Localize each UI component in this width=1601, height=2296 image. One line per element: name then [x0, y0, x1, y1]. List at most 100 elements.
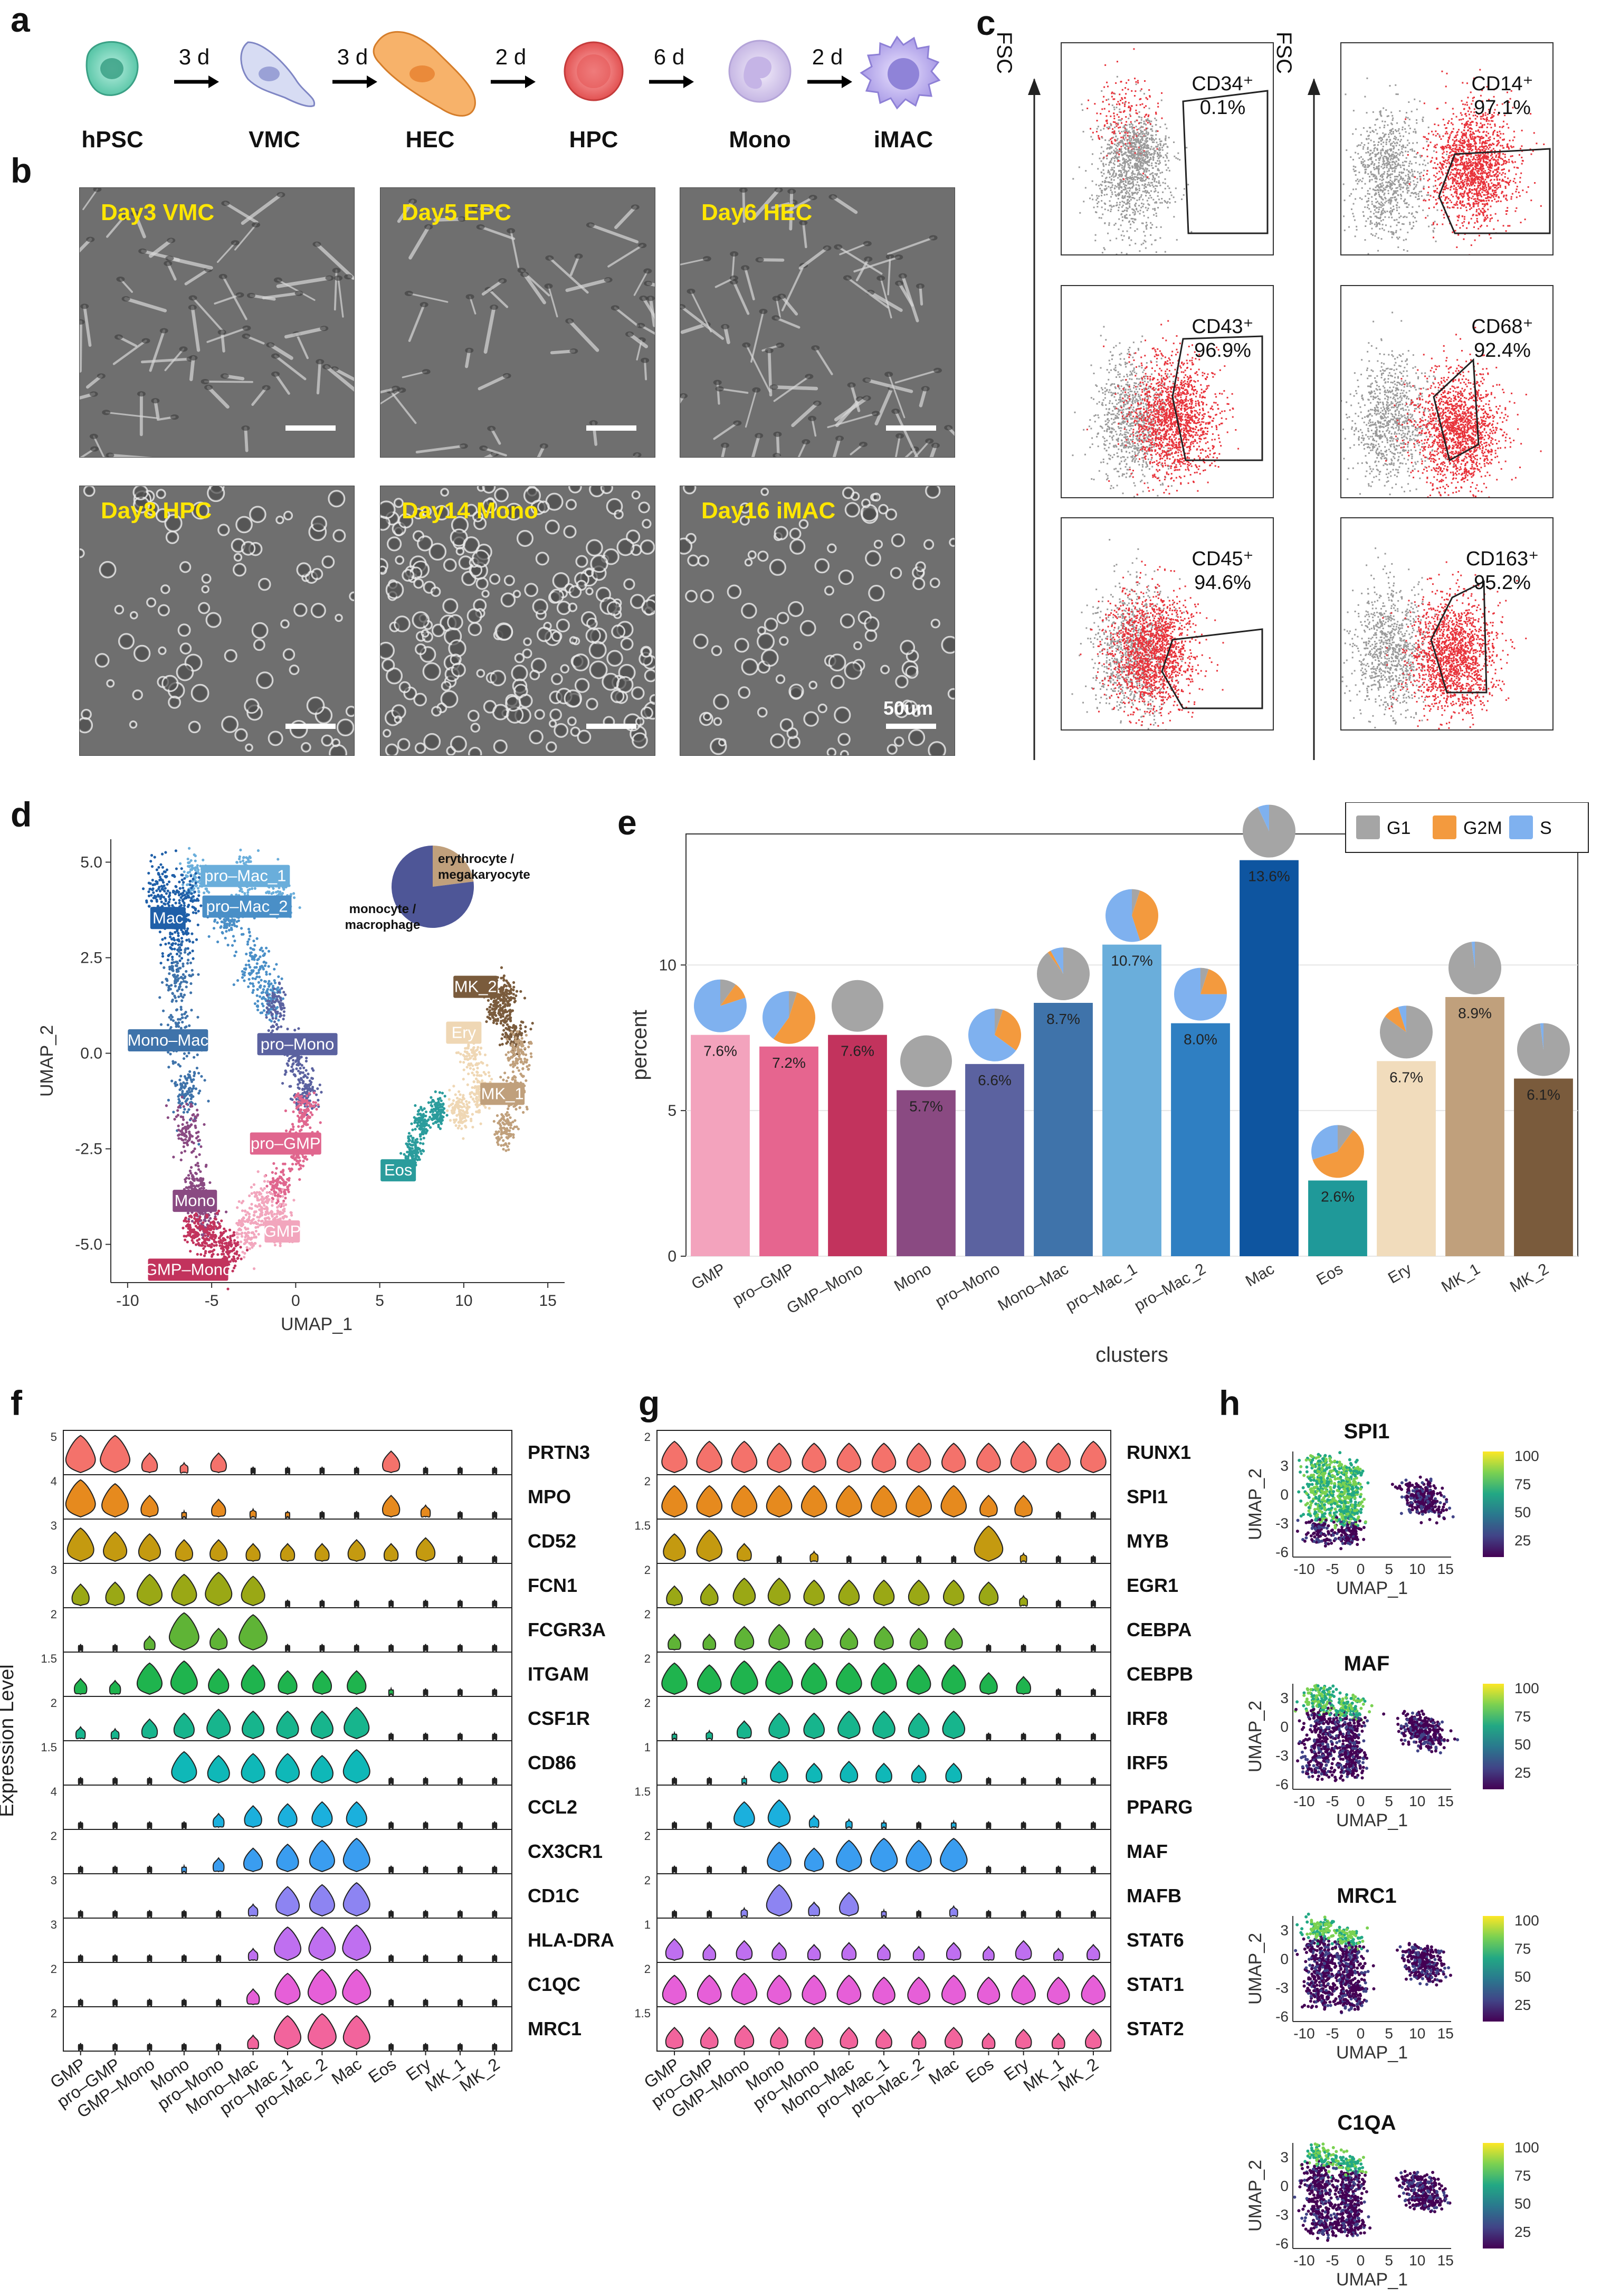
- colorbar-tick: 25: [1514, 1997, 1531, 2013]
- cluster-label: GMP: [264, 1220, 301, 1242]
- feature-xtick: 5: [1385, 2025, 1393, 2042]
- bar-value-label: 7.2%: [772, 1055, 806, 1071]
- violin-STAT2: [701, 2027, 718, 2049]
- violin-CX3CR1: [113, 1866, 117, 1873]
- violin-ITGAM: [242, 1665, 265, 1695]
- violin-SPI1: [941, 1486, 966, 1517]
- violin-CEBPA: [668, 1634, 681, 1650]
- violin-CD52: [281, 1544, 294, 1561]
- violin-MAFB: [741, 1908, 747, 1917]
- violin-ymax-tick: 1.5: [634, 1785, 651, 1798]
- violin-category-label: Eos: [962, 2054, 997, 2086]
- umap-xtick: -5: [205, 1292, 219, 1310]
- stage-label-imac: iMAC: [840, 127, 967, 153]
- violin-HLA-DRA: [182, 1955, 186, 1962]
- violin-CEBPA: [703, 1634, 716, 1650]
- violin-MRC1: [247, 2035, 259, 2049]
- violin-IRF5: [1091, 1777, 1095, 1785]
- violin-IRF8: [672, 1733, 677, 1740]
- violin-EGR1: [838, 1580, 859, 1606]
- violin-MPO: [421, 1505, 431, 1517]
- violin-SPI1: [1056, 1511, 1061, 1519]
- feature-ytick: 3: [1280, 1690, 1289, 1706]
- violin-RUNX1: [1046, 1444, 1070, 1473]
- violin-FCGR3A: [113, 1644, 117, 1652]
- violin-SPI1: [732, 1486, 757, 1517]
- flow-percent-label: 0.1%: [1183, 96, 1262, 120]
- violin-ymax-tick: 2: [644, 1563, 651, 1577]
- violin-STAT6: [947, 1943, 961, 1960]
- violin-ymax-tick: 2: [51, 1608, 57, 1621]
- violin-category-label: MK_2: [1055, 2054, 1102, 2095]
- feature-xtick: -10: [1293, 2252, 1314, 2269]
- violin-MAF: [742, 1866, 746, 1873]
- violin-FCGR3A: [169, 1613, 199, 1650]
- violin-CD52: [103, 1532, 127, 1562]
- micrograph-title: Day16 iMAC: [701, 498, 835, 524]
- violin-C1QC: [247, 1989, 260, 2005]
- violin-CCL2: [458, 1821, 462, 1829]
- stage-label-vmc: VMC: [211, 127, 338, 153]
- violin-CX3CR1: [79, 1866, 83, 1873]
- violin-plot-markers: 5PRTN34MPO3CD523FCN12FCGR3A1.5ITGAM2CSF1…: [0, 1420, 628, 2273]
- violin-C1QC: [79, 1999, 83, 2006]
- violin-HLA-DRA: [492, 1955, 497, 1962]
- umap-xtick: 10: [455, 1292, 472, 1310]
- violin-HLA-DRA: [79, 1955, 83, 1962]
- violin-PRTN3: [180, 1463, 188, 1474]
- violin-PPARG: [986, 1821, 990, 1829]
- violin-FCN1: [424, 1600, 428, 1607]
- violin-CSF1R: [492, 1733, 497, 1740]
- violin-ITGAM: [137, 1663, 162, 1694]
- violin-MAFB: [840, 1893, 859, 1916]
- bar-category-label: Mac: [1243, 1260, 1278, 1290]
- scale-bar: [886, 425, 936, 431]
- violin-STAT1: [1082, 1976, 1106, 2005]
- colorbar-tick: 100: [1514, 1680, 1539, 1696]
- flow-marker-label: CD68⁺: [1463, 315, 1542, 339]
- violin-ymax-tick: 1.5: [41, 1652, 57, 1665]
- violin-MRC1: [389, 2043, 393, 2051]
- violin-ymax-tick: 2: [644, 1652, 651, 1665]
- violin-PPARG: [809, 1816, 819, 1828]
- umap-xlabel: UMAP_1: [281, 1314, 352, 1334]
- violin-FCN1: [492, 1600, 497, 1607]
- violin-MRC1: [308, 2014, 336, 2049]
- scale-bar: [586, 425, 636, 431]
- violin-HLA-DRA: [342, 1925, 370, 1960]
- umap-ylabel: UMAP_2: [37, 1025, 57, 1097]
- violin-CCL2: [424, 1821, 428, 1829]
- violin-CD52: [176, 1540, 193, 1561]
- panel-label-f: f: [11, 1386, 22, 1420]
- feature-xtick: 10: [1409, 2025, 1425, 2042]
- violin-C1QC: [458, 1999, 462, 2006]
- violin-CD52: [68, 1528, 94, 1561]
- violin-STAT2: [1085, 2029, 1101, 2049]
- gene-label: MAFB: [1127, 1885, 1181, 1906]
- violin-HLA-DRA: [147, 1955, 151, 1962]
- violin-ymax-tick: 2: [51, 1829, 57, 1843]
- violin-CD1C: [389, 1910, 393, 1918]
- cluster-label: MK_1: [480, 1083, 525, 1105]
- feature-ylabel: UMAP_2: [1245, 2160, 1265, 2232]
- violin-MAF: [906, 1840, 931, 1872]
- violin-PRTN3: [355, 1467, 359, 1474]
- flow-marker-label: CD14⁺: [1463, 72, 1542, 97]
- violin-CD86: [113, 1777, 117, 1785]
- violin-PPARG: [917, 1821, 921, 1829]
- bar-value-label: 8.7%: [1046, 1011, 1080, 1027]
- violin-CD52: [492, 1555, 497, 1563]
- feature-plot-title: MRC1: [1288, 1884, 1446, 1908]
- violin-FCN1: [458, 1600, 462, 1607]
- violin-ymax-tick: 2: [51, 1696, 57, 1710]
- violin-CX3CR1: [492, 1866, 497, 1873]
- violin-CEBPB: [942, 1665, 966, 1695]
- gene-label: FCN1: [528, 1574, 577, 1596]
- gene-label: ITGAM: [528, 1663, 589, 1685]
- gene-label: STAT6: [1127, 1929, 1184, 1951]
- violin-STAT1: [732, 1974, 757, 2005]
- violin-ITGAM: [424, 1688, 428, 1696]
- violin-ymax-tick: 1: [644, 1741, 651, 1754]
